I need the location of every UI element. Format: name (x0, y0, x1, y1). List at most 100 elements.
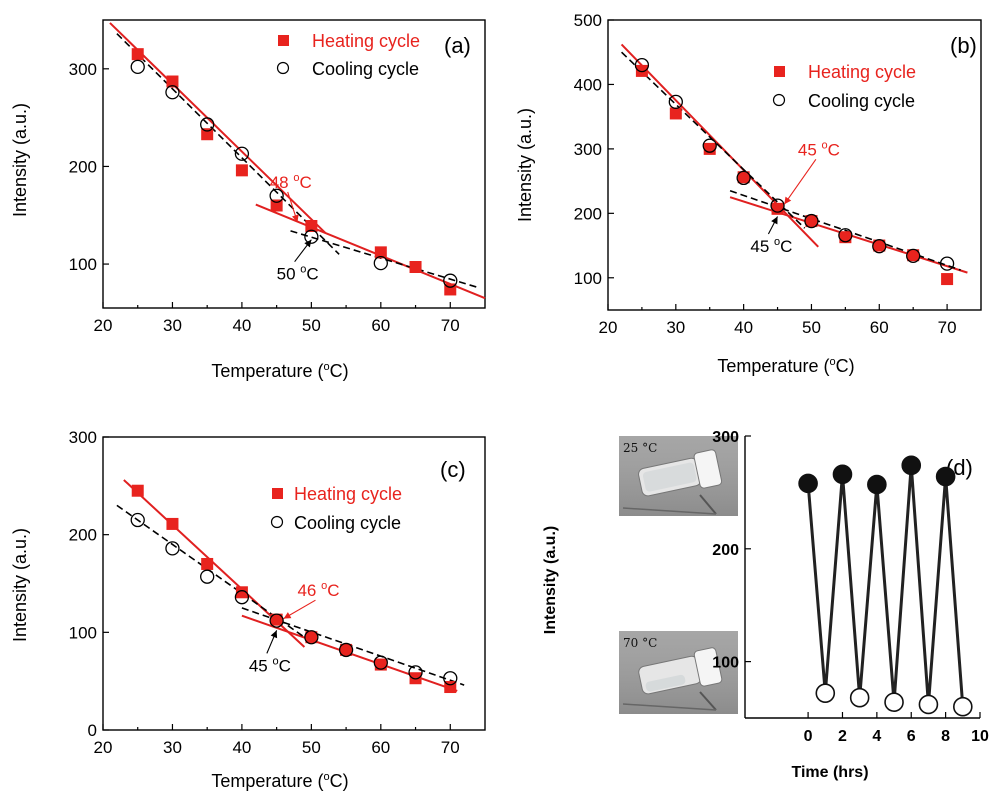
heating-point-b (907, 249, 920, 262)
annotation-arrowhead-black-a (304, 239, 312, 248)
gel-state-point (901, 455, 922, 476)
gel-state-point (832, 464, 853, 485)
x-tick-label-a: 20 (94, 316, 113, 335)
cooling-point-a (130, 59, 145, 75)
heating-point-a (409, 260, 422, 273)
heating-point-a (131, 48, 144, 61)
panel-a: (a) Temperature (oC) Intensity (a.u.) He… (10, 19, 486, 381)
x-tick-label-b: 30 (666, 318, 685, 337)
x-tick-label-c: 60 (371, 738, 390, 757)
annotation-red-a: 48 oC (270, 172, 312, 192)
y-tick-label-c: 100 (69, 623, 97, 642)
y-tick-label-c: 300 (69, 428, 97, 447)
plot-frame-c (102, 436, 486, 731)
plot-frame-b (607, 19, 982, 311)
cooling-point-b (668, 94, 683, 109)
legend-marker-cooling-b (772, 93, 786, 107)
solution-state-point (815, 683, 836, 703)
heating-point-a (270, 199, 283, 212)
panel-c: (c) Temperature (oC) Intensity (a.u.) He… (10, 428, 486, 791)
cooling-point-b (906, 248, 921, 264)
x-tick-label-a: 30 (163, 316, 182, 335)
cooling-point-b (702, 138, 717, 153)
annotation-arrowhead-red-c (283, 612, 292, 619)
gel-state-point (867, 474, 887, 495)
vial-stand-base-icon (622, 507, 717, 515)
vial-stand-icon (699, 494, 717, 515)
cooling-point-c (200, 569, 215, 584)
cooling-point-c (130, 512, 145, 528)
vial-stand-icon (699, 691, 717, 711)
heating-point-a (374, 246, 387, 259)
y-tick-label-b: 200 (574, 204, 602, 223)
y-tick-label-a: 200 (69, 157, 97, 176)
solution-state-point (918, 694, 939, 715)
annotation-red-b: 45 oC (798, 139, 840, 159)
vial-icon (638, 647, 723, 695)
y-tick-label-b: 100 (574, 269, 602, 288)
panel-label-b: (b) (950, 33, 977, 58)
heating-point-b (941, 273, 954, 286)
cooling-point-b (634, 57, 650, 73)
annotation-red-c: 46 oC (297, 580, 339, 600)
heating-point-b (669, 107, 682, 120)
cooling-point-b (736, 170, 751, 186)
y-tick-label-b: 500 (574, 11, 602, 30)
legend-marker-heating-b (774, 66, 785, 77)
legend-label-cooling-b: Cooling cycle (808, 91, 915, 111)
panel-b: (b) Temperature (oC) Intensity (a.u.) He… (515, 11, 982, 376)
cooling-point-b (804, 213, 819, 229)
cooling-point-a (234, 146, 250, 161)
x-tick-label-b: 60 (870, 318, 889, 337)
cooling-point-b (939, 256, 955, 271)
heating-point-a (305, 219, 318, 232)
heating-point-a (166, 75, 179, 88)
x-tick-label-d: 8 (941, 728, 950, 745)
x-axis-title-b: Temperature (oC) (717, 356, 854, 376)
x-tick-label-c: 30 (163, 738, 182, 757)
heating-point-a (201, 128, 214, 141)
cooling-point-c (304, 630, 319, 645)
annotation-arrowhead-black-b (771, 216, 778, 225)
x-tick-label-d: 4 (872, 728, 881, 745)
panel-label-a: (a) (444, 33, 471, 58)
heating-point-b (635, 64, 648, 77)
heating-point-c (340, 643, 353, 656)
heating-point-b (771, 202, 784, 215)
x-tick-label-d: 6 (907, 728, 916, 745)
x-axis-title-c: Temperature (oC) (211, 771, 348, 791)
gel-state-point (798, 473, 818, 494)
heating-point-b (703, 142, 716, 155)
x-tick-label-a: 50 (302, 316, 321, 335)
cooling-point-c (234, 590, 250, 605)
gel-state-point (935, 466, 956, 487)
legend-b: Heating cycle Cooling cycle (772, 62, 916, 111)
x-tick-label-b: 20 (599, 318, 618, 337)
cooling-point-a (304, 229, 319, 244)
legend-marker-cooling-a (276, 61, 290, 75)
x-tick-label-b: 40 (734, 318, 753, 337)
panel-label-c: (c) (440, 457, 466, 482)
cooling-point-b (872, 239, 887, 254)
x-tick-label-d: 10 (971, 728, 989, 745)
fit-line-cooling-b (729, 190, 961, 271)
y-axis-title-a: Intensity (a.u.) (10, 103, 30, 217)
heating-point-c (166, 517, 179, 530)
y-tick-label-c: 200 (69, 526, 97, 545)
cooling-point-a (200, 117, 215, 132)
heating-point-c (270, 613, 283, 626)
vial-stand-base-icon (622, 703, 717, 711)
annotation-arrowhead-black-c (270, 630, 278, 639)
y-axis-title-d: Intensity (a.u.) (542, 526, 559, 634)
x-tick-label-a: 60 (371, 316, 390, 335)
legend-label-heating-a: Heating cycle (312, 31, 420, 51)
cooling-point-b (770, 198, 785, 213)
legend-c: Heating cycle Cooling cycle (270, 484, 402, 533)
cooling-point-c (373, 655, 388, 670)
x-tick-label-b: 70 (938, 318, 957, 337)
y-tick-label-c: 0 (88, 721, 97, 740)
cooling-point-a (373, 255, 388, 271)
heating-point-b (805, 215, 818, 228)
fit-line-heating-a (255, 203, 486, 300)
cooling-point-a (165, 85, 180, 100)
